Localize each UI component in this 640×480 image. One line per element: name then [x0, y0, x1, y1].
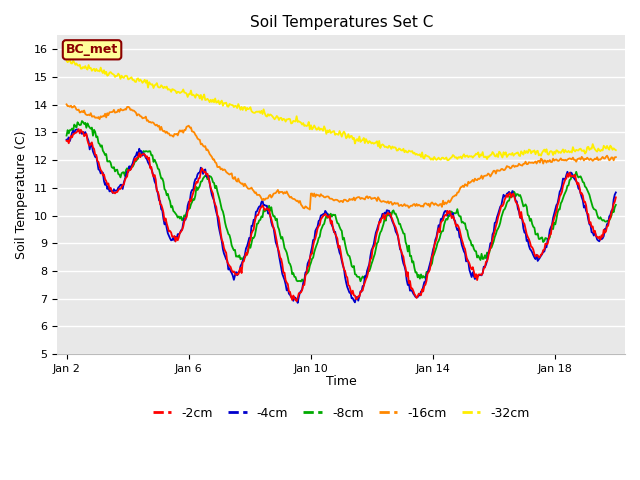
-32cm [66, 57, 74, 63]
-2cm [612, 194, 620, 200]
Line: -32cm: -32cm [67, 60, 616, 160]
-2cm [601, 230, 609, 236]
Line: -2cm: -2cm [67, 129, 616, 301]
-4cm [326, 214, 333, 219]
-4cm [362, 275, 370, 280]
-2cm [392, 225, 399, 230]
-8cm [612, 202, 620, 208]
-4cm [515, 209, 523, 215]
-2cm [63, 138, 70, 144]
-32cm [601, 144, 609, 150]
-8cm [63, 132, 70, 138]
-2cm [329, 225, 337, 230]
-16cm [324, 194, 332, 200]
-4cm [612, 190, 620, 195]
-2cm [362, 276, 370, 282]
-32cm [328, 129, 336, 135]
-32cm [515, 153, 523, 158]
-8cm [297, 278, 305, 284]
Title: Soil Temperatures Set C: Soil Temperatures Set C [250, 15, 433, 30]
Legend: -2cm, -4cm, -8cm, -16cm, -32cm: -2cm, -4cm, -8cm, -16cm, -32cm [148, 402, 535, 425]
Line: -4cm: -4cm [67, 130, 616, 303]
-4cm [294, 300, 301, 306]
-16cm [391, 200, 399, 205]
-32cm [63, 58, 70, 64]
-16cm [361, 197, 369, 203]
-8cm [326, 213, 333, 219]
Y-axis label: Soil Temperature (C): Soil Temperature (C) [15, 131, 28, 259]
-4cm [63, 137, 70, 143]
Line: -8cm: -8cm [67, 121, 616, 281]
-4cm [392, 228, 399, 234]
-16cm [514, 163, 522, 168]
-2cm [292, 298, 300, 304]
-4cm [329, 225, 337, 230]
-16cm [612, 154, 620, 160]
-16cm [63, 101, 70, 107]
-8cm [601, 218, 609, 224]
-8cm [362, 273, 370, 278]
-32cm [444, 157, 451, 163]
-2cm [326, 213, 333, 218]
-16cm [306, 207, 314, 213]
-32cm [612, 147, 620, 153]
-32cm [324, 129, 332, 135]
Line: -16cm: -16cm [67, 104, 616, 210]
Text: BC_met: BC_met [66, 43, 118, 56]
X-axis label: Time: Time [326, 375, 356, 388]
-2cm [75, 126, 83, 132]
-8cm [78, 118, 86, 124]
-32cm [361, 140, 369, 146]
-32cm [391, 144, 399, 150]
-8cm [392, 211, 399, 216]
-4cm [74, 127, 81, 132]
-8cm [515, 193, 523, 199]
-4cm [601, 226, 609, 232]
-8cm [329, 212, 337, 217]
-16cm [600, 156, 607, 161]
-16cm [328, 196, 336, 202]
-2cm [515, 206, 523, 212]
